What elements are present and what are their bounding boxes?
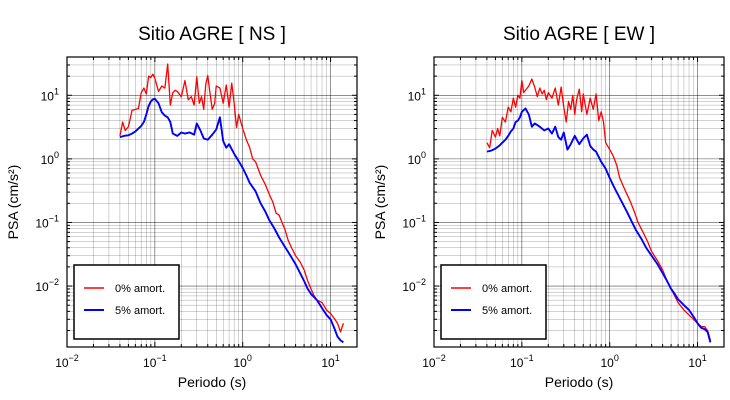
x-tick-label: 100 xyxy=(601,353,619,370)
x-axis-label: Periodo (s) xyxy=(545,374,613,390)
x-axis-label: Periodo (s) xyxy=(178,374,246,390)
plot-frame xyxy=(433,56,725,348)
chart-panel-2: 10−2 10−1 100 101 10−2 10−1 100 101 Sitio AGRE [… xyxy=(372,24,725,390)
series-line-five-percent-damping xyxy=(119,97,344,344)
y-tick-label: 101 xyxy=(408,86,426,103)
legend-label: 0% amort. xyxy=(115,283,165,295)
y-axis-label: PSA (cm/s²) xyxy=(372,165,388,240)
y-axis-label: PSA (cm/s²) xyxy=(5,165,21,240)
legend: 0% amort. 5% amort. xyxy=(73,264,180,340)
legend-box xyxy=(73,264,180,340)
x-tick-label: 10−1 xyxy=(143,353,167,370)
legend-label: 5% amort. xyxy=(482,305,532,317)
y-tick-label: 10−2 xyxy=(35,277,59,294)
plot-frame xyxy=(66,56,358,348)
grid xyxy=(66,56,358,347)
series-line-zero-damping xyxy=(119,63,345,333)
y-tick-label: 101 xyxy=(41,86,59,103)
series-line-zero-damping xyxy=(486,78,712,341)
chart-title: Sitio AGRE [ EW ] xyxy=(503,24,655,45)
x-tick-label: 10−2 xyxy=(55,353,79,370)
x-tick-label: 101 xyxy=(321,353,339,370)
legend-label: 5% amort. xyxy=(115,305,165,317)
x-tick-label: 10−1 xyxy=(510,353,534,370)
series-line-five-percent-damping xyxy=(486,107,712,343)
axis-ticks xyxy=(66,56,358,347)
y-tick-label: 10−2 xyxy=(402,277,426,294)
y-tick-label: 10−1 xyxy=(35,213,59,230)
x-tick-label: 10−2 xyxy=(422,353,446,370)
chart-panel-1: 10−2 10−1 100 101 10−2 10−1 100 101 Sitio AGRE [… xyxy=(5,24,358,390)
legend-box xyxy=(440,264,547,340)
axis-ticks xyxy=(433,56,725,347)
chart-title: Sitio AGRE [ NS ] xyxy=(138,24,286,45)
y-tick-label: 100 xyxy=(41,150,59,167)
legend: 0% amort. 5% amort. xyxy=(440,264,547,340)
y-tick-label: 100 xyxy=(408,150,426,167)
x-tick-label: 100 xyxy=(234,353,252,370)
y-tick-label: 10−1 xyxy=(402,213,426,230)
x-tick-label: 101 xyxy=(688,353,706,370)
legend-label: 0% amort. xyxy=(482,283,532,295)
